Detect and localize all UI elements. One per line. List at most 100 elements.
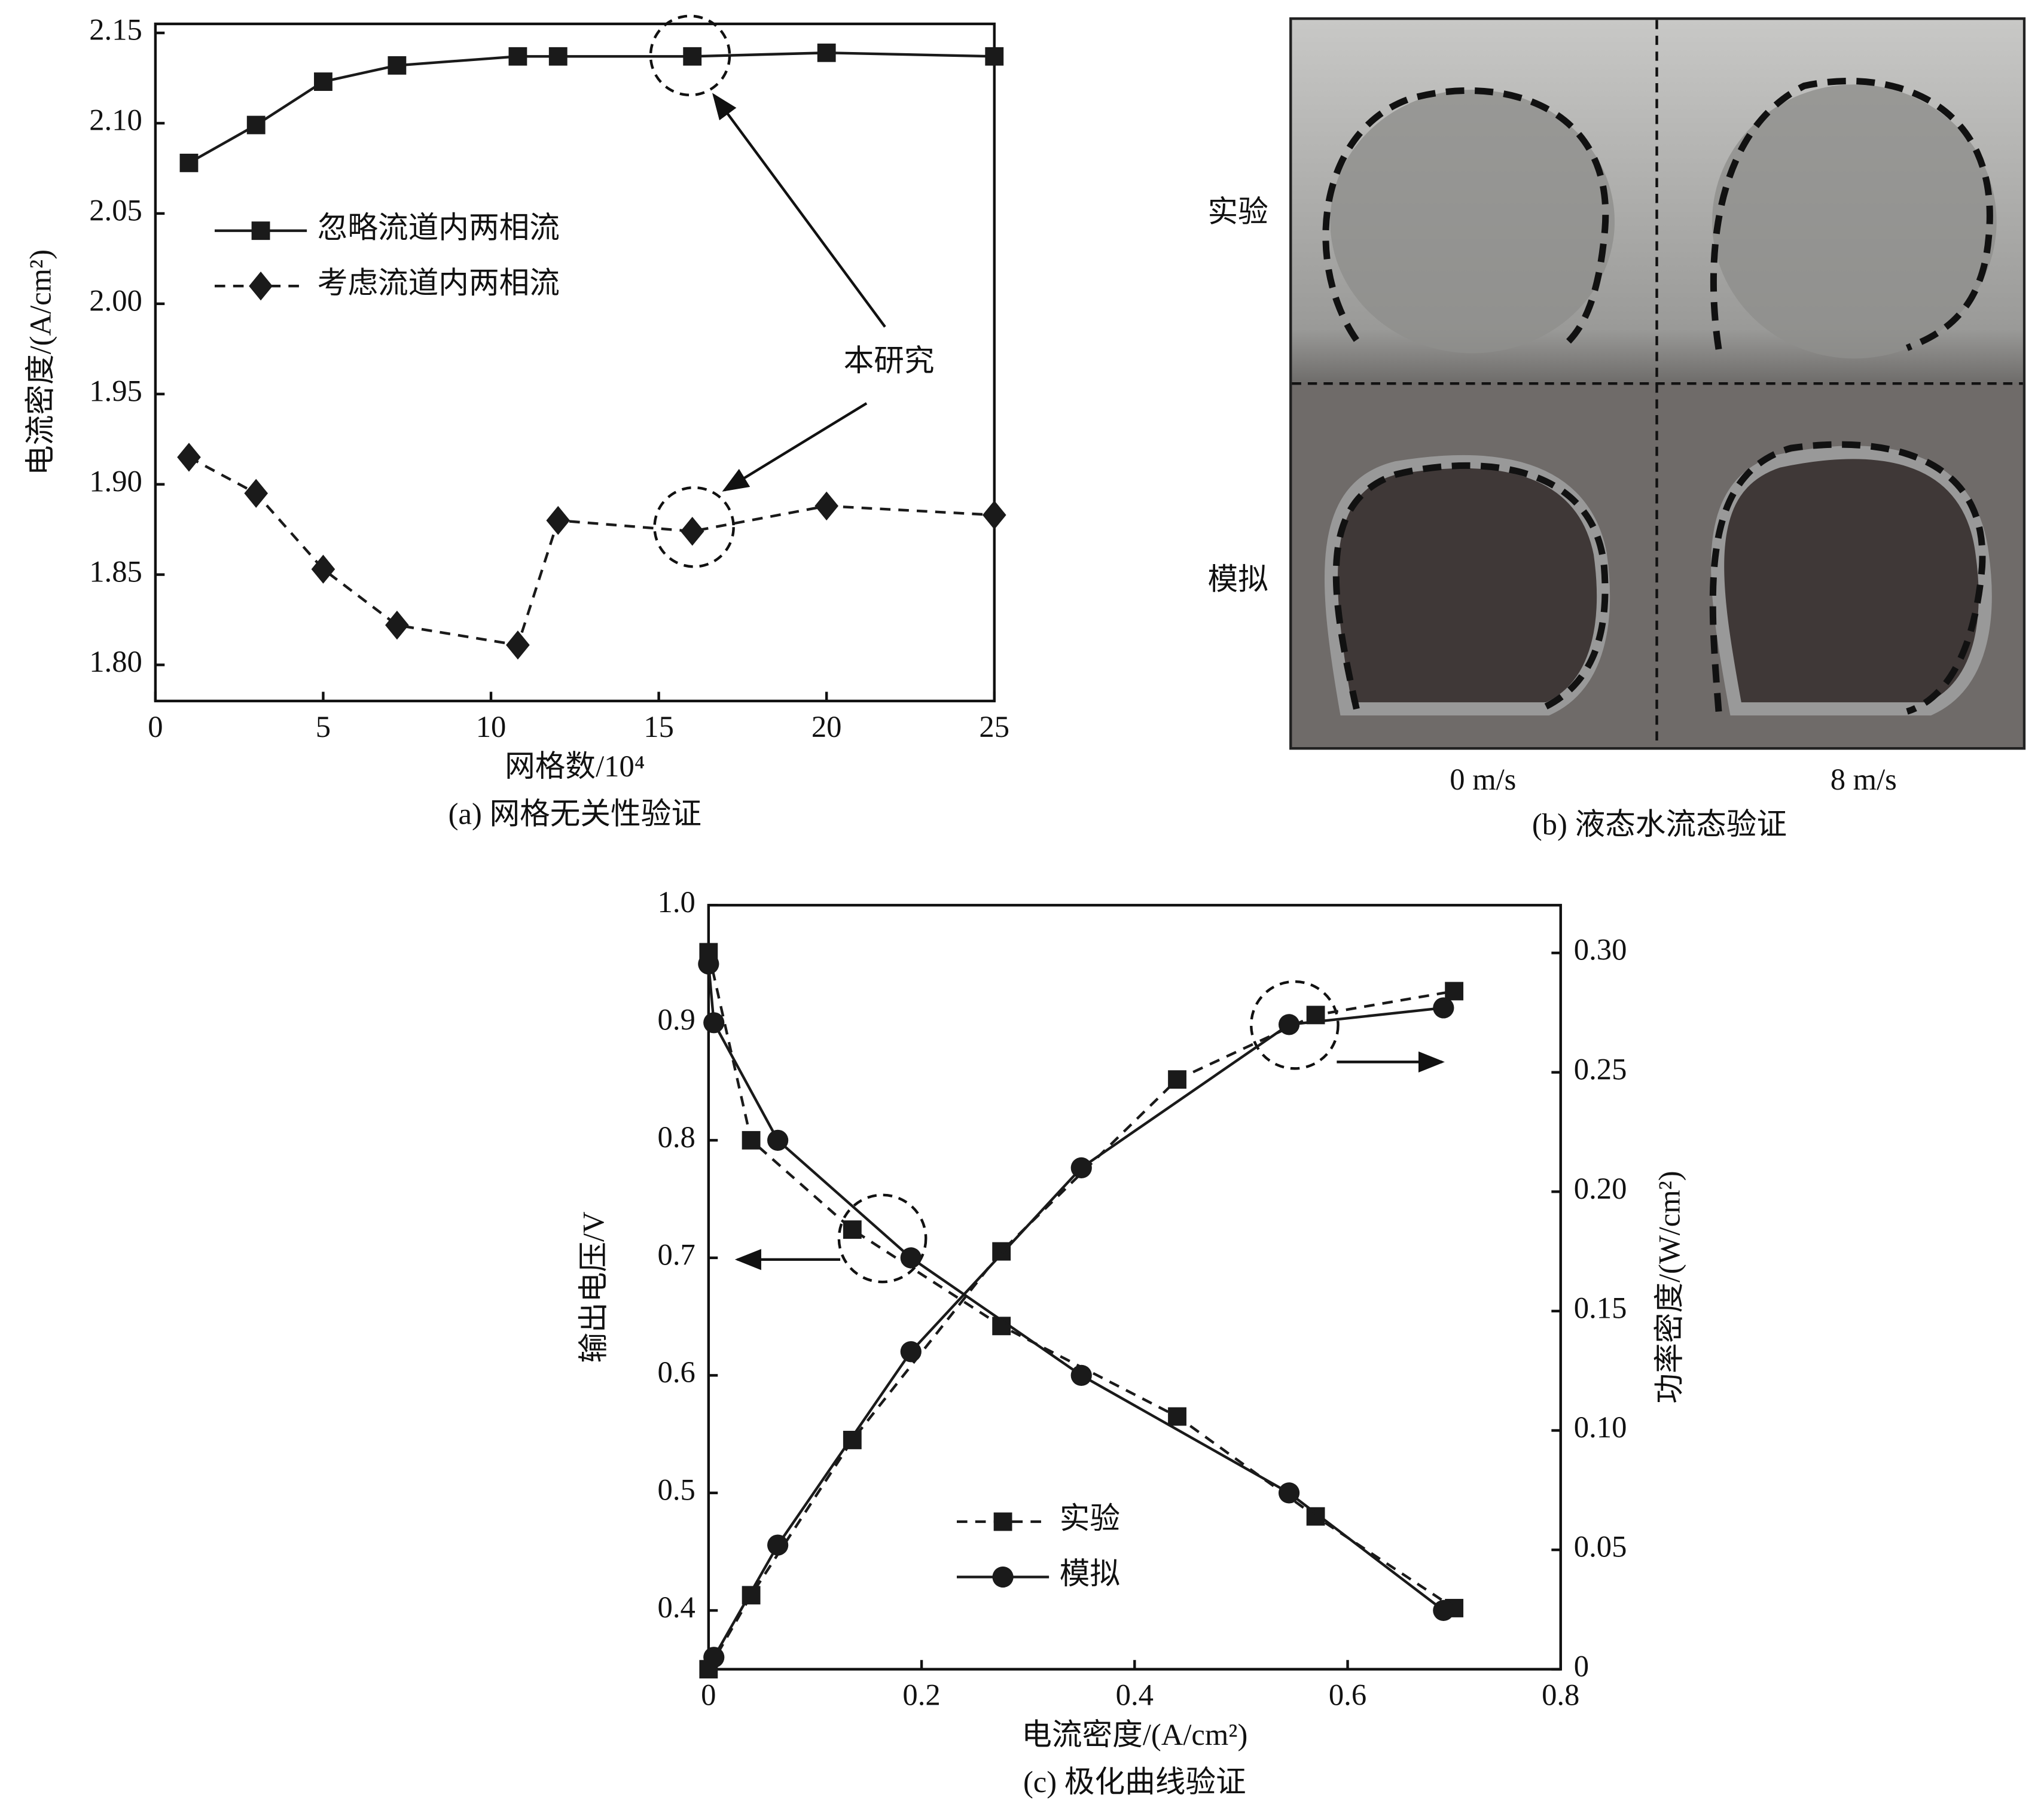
marker (1306, 1507, 1325, 1526)
row-label: 模拟 (1208, 562, 1268, 596)
y2-tick-label: 0.10 (1574, 1410, 1627, 1444)
y-tick-label: 0.8 (658, 1120, 695, 1154)
y2-tick-label: 0 (1574, 1649, 1589, 1683)
outline (1710, 77, 1993, 351)
marker (767, 1534, 789, 1556)
legend-label: 模拟 (1060, 1557, 1120, 1590)
marker (1433, 997, 1454, 1019)
y-tick-label: 1.0 (658, 885, 695, 919)
legend-marker (251, 221, 270, 240)
highlight-circle (837, 1193, 928, 1284)
legend-label: 实验 (1060, 1502, 1120, 1535)
marker (1070, 1364, 1092, 1386)
x-tick-label: 0.8 (1542, 1678, 1579, 1712)
droplet (1330, 90, 1615, 354)
y-axis-title: 电流密度/(A/cm²) (23, 249, 57, 476)
y-tick-label: 1.80 (89, 645, 142, 678)
x-tick-label: 25 (979, 710, 1009, 744)
y2-tick-label: 0.05 (1574, 1530, 1627, 1564)
highlight-circle (653, 486, 735, 568)
x-tick-label: 15 (643, 710, 674, 744)
marker (982, 500, 1006, 530)
marker (508, 47, 527, 66)
x-tick-label: 0 (148, 710, 163, 744)
x-tick-label: 0.4 (1116, 1678, 1154, 1712)
arrow (712, 93, 886, 328)
marker (985, 47, 1004, 66)
column-label: 0 m/s (1450, 763, 1516, 796)
y2-tick-label: 0.30 (1574, 933, 1627, 967)
marker (1070, 1157, 1092, 1179)
marker (817, 43, 836, 62)
y-axis-title: 输出电压/V (576, 1211, 610, 1363)
x-tick-label: 10 (476, 710, 507, 744)
marker (546, 505, 571, 535)
panel-b: 实验 模拟 0 m/s 8 m/s (b) 液态水流态验证 (1208, 17, 2026, 841)
marker (1168, 1407, 1186, 1426)
y-tick-label: 1.90 (89, 464, 142, 498)
simulated-droplet (1324, 455, 1610, 716)
y2-axis-title: 功率密度/(W/cm²) (1653, 1171, 1686, 1403)
marker (506, 630, 530, 660)
marker (177, 443, 201, 472)
marker (1278, 1014, 1300, 1035)
marker (742, 1131, 761, 1150)
annotation: 本研究 (844, 344, 935, 377)
marker (992, 1242, 1011, 1261)
caption: (a) 网格无关性验证 (449, 797, 701, 830)
legend-marker (992, 1566, 1014, 1588)
marker (1433, 1599, 1454, 1622)
marker (680, 516, 704, 546)
y2-tick-label: 0.25 (1574, 1052, 1627, 1086)
legend-marker (993, 1512, 1012, 1531)
y2-tick-label: 0.15 (1574, 1291, 1627, 1325)
marker (698, 953, 719, 975)
y-tick-label: 1.85 (89, 554, 142, 588)
y-tick-label: 0.5 (658, 1473, 695, 1506)
x-axis-title: 电流密度/(A/cm²) (1021, 1718, 1247, 1751)
x-tick-label: 20 (812, 710, 842, 744)
plot-frame (154, 22, 996, 703)
plot-frame (707, 904, 1562, 1671)
marker (179, 153, 199, 172)
highlight-circle (1250, 980, 1340, 1070)
marker (1445, 982, 1464, 1001)
y-tick-label: 0.7 (658, 1238, 695, 1271)
droplet (1712, 84, 1997, 359)
y-tick-label: 2.10 (89, 103, 142, 137)
caption: (c) 极化曲线验证 (1023, 1765, 1246, 1799)
x-axis-title: 网格数/10⁴ (505, 749, 645, 783)
series-line (712, 1006, 1444, 1658)
series-line (188, 456, 994, 647)
y2-tick-label: 0.20 (1574, 1172, 1627, 1205)
marker (900, 1341, 922, 1363)
marker (900, 1247, 922, 1269)
marker (703, 1012, 725, 1034)
marker (1278, 1482, 1300, 1504)
y-tick-label: 0.9 (658, 1003, 695, 1036)
row-label: 实验 (1208, 195, 1268, 228)
y-tick-label: 0.6 (658, 1355, 695, 1389)
y-tick-label: 2.05 (89, 194, 142, 227)
marker (703, 1647, 725, 1668)
x-tick-label: 5 (316, 710, 331, 744)
marker (314, 72, 332, 91)
marker (548, 47, 568, 66)
y-tick-label: 2.15 (89, 13, 142, 47)
y-tick-label: 0.4 (658, 1590, 695, 1624)
marker (246, 115, 266, 135)
marker (1168, 1070, 1186, 1089)
simulated-droplet (1711, 446, 1992, 716)
series-line (188, 51, 994, 164)
legend-label: 忽略流道内两相流 (318, 211, 560, 244)
y-tick-label: 2.00 (89, 284, 142, 317)
column-label: 8 m/s (1831, 763, 1897, 796)
outline (1709, 441, 1986, 715)
outline (1332, 462, 1609, 712)
outline (1322, 87, 1609, 348)
marker (388, 56, 407, 75)
legend-marker (249, 271, 273, 301)
x-tick-label: 0.6 (1329, 1678, 1366, 1712)
marker (244, 479, 269, 508)
